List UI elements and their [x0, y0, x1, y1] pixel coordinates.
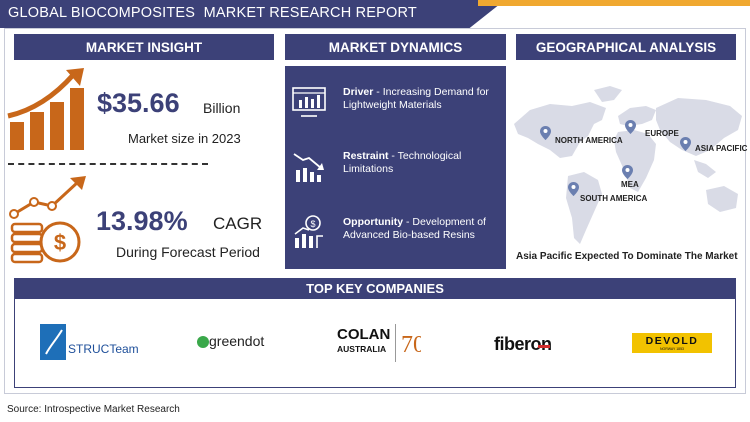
title-bar-background — [0, 0, 505, 28]
growth-opportunity-icon: $ — [294, 215, 323, 248]
devold-sub-text: NORWAY 1853 — [660, 347, 684, 351]
greendot-text: greendot — [209, 333, 265, 349]
geographical-analysis-header: GEOGRAPHICAL ANALYSIS — [516, 34, 736, 60]
greendot-logo: greendot — [196, 330, 276, 356]
market-size-value: $35.66 — [97, 88, 180, 118]
south-america-pin-icon — [568, 182, 579, 196]
colan-australia-logo: COLAN AUSTRALIA 70 — [337, 322, 423, 366]
fiberon-accent — [538, 345, 550, 348]
cagr-value: 13.98% — [96, 206, 188, 236]
companies-panel — [14, 298, 736, 388]
driver-text: Driver - Increasing Demand for Lightweig… — [343, 86, 489, 111]
svg-text:70: 70 — [401, 332, 421, 358]
coins-dollar-icon: $ — [9, 176, 86, 264]
fiberon-logo: fiberon — [494, 334, 564, 356]
page-title: GLOBAL BIOCOMPOSITES MARKET RESEARCH REP… — [8, 5, 417, 21]
title-bar-accent — [478, 0, 750, 6]
market-dynamics-panel: Driver - Increasing Demand for Lightweig… — [285, 66, 506, 269]
cagr-unit: CAGR — [213, 214, 263, 233]
fiberon-text: fiberon — [494, 334, 552, 354]
structeam-logo: STRUCTeam — [40, 324, 139, 364]
market-insight-header: MARKET INSIGHT — [14, 34, 274, 60]
mea-label: MEA — [621, 180, 639, 189]
svg-text:$: $ — [310, 219, 315, 229]
asia-pacific-label: ASIA PACIFIC — [695, 144, 748, 153]
devold-logo: DEVOLD NORWAY 1853 — [632, 333, 712, 353]
colan-divider — [395, 324, 396, 362]
declining-chart-icon — [293, 153, 324, 182]
market-size-unit: Billion — [203, 100, 241, 116]
market-size-caption: Market size in 2023 — [128, 131, 241, 146]
geo-caption: Asia Pacific Expected To Dominate The Ma… — [516, 251, 738, 262]
greendot-leaf-icon — [197, 336, 209, 348]
structeam-text: STRUCTeam — [68, 342, 139, 356]
south-america-label: SOUTH AMERICA — [580, 194, 648, 203]
asia-pacific-pin-icon — [680, 137, 691, 151]
monitor-chart-icon — [292, 87, 326, 117]
opportunity-text: Opportunity - Development of Advanced Bi… — [343, 216, 486, 241]
insight-divider — [8, 163, 208, 165]
opportunity-item: $ Opportunity - Development of Advanced … — [285, 208, 506, 258]
colan-text: COLAN — [337, 326, 391, 343]
source-note: Source: Introspective Market Research — [7, 404, 180, 415]
svg-text:$: $ — [54, 230, 66, 255]
restraint-text: Restraint - Technological Limitations — [343, 150, 462, 175]
top-key-companies-header: TOP KEY COMPANIES — [14, 278, 736, 298]
north-america-label: NORTH AMERICA — [555, 136, 623, 145]
europe-pin-icon — [625, 120, 636, 134]
driver-item: Driver - Increasing Demand for Lightweig… — [285, 78, 506, 128]
restraint-item: Restraint - Technological Limitations — [285, 142, 506, 192]
colan-australia-text: AUSTRALIA — [337, 344, 387, 354]
colan-70-years-icon: 70 — [401, 332, 421, 358]
market-dynamics-header: MARKET DYNAMICS — [285, 34, 506, 60]
mea-pin-icon — [622, 165, 633, 179]
north-america-pin-icon — [540, 126, 551, 140]
europe-label: EUROPE — [645, 129, 679, 138]
bar-chart-growth-icon — [7, 68, 84, 150]
title-bar: GLOBAL BIOCOMPOSITES MARKET RESEARCH REP… — [0, 0, 750, 28]
structeam-mark-icon — [40, 324, 66, 360]
cagr-caption: During Forecast Period — [116, 244, 260, 260]
devold-text: DEVOLD — [645, 335, 699, 347]
